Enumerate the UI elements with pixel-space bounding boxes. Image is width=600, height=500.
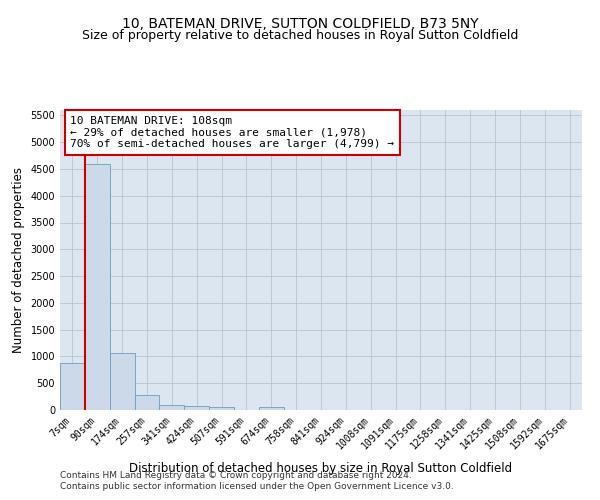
Text: Contains HM Land Registry data © Crown copyright and database right 2024.: Contains HM Land Registry data © Crown c…: [60, 471, 412, 480]
Text: Contains public sector information licensed under the Open Government Licence v3: Contains public sector information licen…: [60, 482, 454, 491]
Y-axis label: Number of detached properties: Number of detached properties: [12, 167, 25, 353]
Bar: [85, 164, 110, 410]
Text: 10 BATEMAN DRIVE: 108sqm
← 29% of detached houses are smaller (1,978)
70% of sem: 10 BATEMAN DRIVE: 108sqm ← 29% of detach…: [70, 116, 394, 149]
Bar: [259, 407, 284, 410]
X-axis label: Distribution of detached houses by size in Royal Sutton Coldfield: Distribution of detached houses by size …: [130, 462, 512, 475]
Text: Size of property relative to detached houses in Royal Sutton Coldfield: Size of property relative to detached ho…: [82, 29, 518, 42]
Text: 10, BATEMAN DRIVE, SUTTON COLDFIELD, B73 5NY: 10, BATEMAN DRIVE, SUTTON COLDFIELD, B73…: [122, 18, 478, 32]
Bar: [134, 395, 160, 410]
Bar: [110, 352, 134, 410]
Bar: [160, 405, 184, 410]
Bar: [209, 407, 234, 410]
Bar: [184, 406, 209, 410]
Bar: [60, 364, 85, 410]
